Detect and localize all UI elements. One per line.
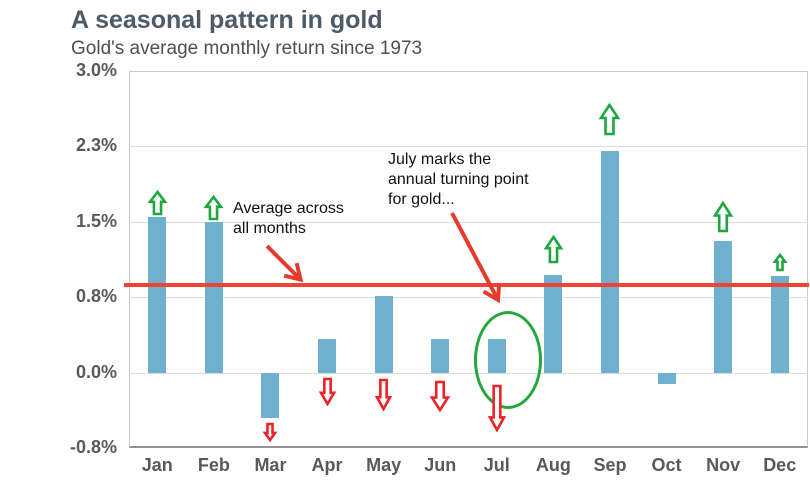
- x-tick-label: Jan: [141, 455, 173, 475]
- up-arrow-icon: [203, 194, 225, 226]
- y-tick-label: 0.0%: [75, 361, 117, 382]
- x-tick-label: Apr: [311, 455, 343, 475]
- gridline: [129, 146, 808, 148]
- chart-subtitle: Gold's average monthly return since 1973: [71, 38, 423, 59]
- y-tick-label: 3.0%: [75, 60, 117, 80]
- chart-title: A seasonal pattern in gold: [71, 6, 383, 34]
- x-tick-label: Dec: [763, 455, 797, 475]
- x-tick-label: Jul: [483, 455, 510, 475]
- down-arrow-icon: [262, 422, 278, 447]
- gridline: [129, 372, 808, 374]
- x-tick-label: Nov: [706, 455, 741, 475]
- plot-area: [129, 71, 808, 448]
- x-tick-label: Oct: [651, 455, 682, 475]
- july-annotation-line3: for gold...: [388, 191, 455, 208]
- july-annotation: July marks the annual turning point for …: [388, 150, 529, 210]
- gridline: [129, 297, 808, 299]
- y-tick-label: 2.3%: [75, 135, 117, 156]
- bar-oct: [657, 372, 676, 384]
- x-tick-label: Jun: [424, 455, 457, 475]
- july-annotation-line2: annual turning point: [388, 171, 529, 188]
- down-arrow-icon: [374, 378, 393, 416]
- bar-aug: [544, 275, 563, 373]
- july-annotation-line1: July marks the: [388, 151, 492, 168]
- x-tick-label: Feb: [197, 455, 230, 475]
- up-arrow-icon: [543, 234, 564, 269]
- up-arrow-icon: [598, 103, 621, 141]
- bar-feb: [204, 221, 223, 373]
- bar-sep: [600, 151, 619, 373]
- bar-dec: [770, 276, 789, 373]
- bar-apr: [318, 339, 337, 373]
- y-tick-label: 1.5%: [75, 210, 117, 231]
- x-tick-label: Aug: [535, 455, 571, 475]
- bar-mar: [261, 372, 280, 418]
- bar-may: [374, 296, 393, 373]
- average-annotation: Average across all months: [233, 199, 344, 239]
- bar-nov: [714, 240, 733, 373]
- y-tick-label: 0.8%: [75, 286, 117, 307]
- down-arrow-icon: [487, 384, 507, 437]
- y-tick-label: -0.8%: [69, 437, 117, 457]
- bar-jun: [431, 339, 450, 373]
- average-line: [124, 283, 809, 288]
- gridline: [129, 221, 808, 223]
- x-tick-label: Sep: [593, 455, 627, 475]
- average-annotation-line1: Average across: [233, 200, 344, 217]
- down-arrow-icon: [318, 377, 337, 411]
- bar-jan: [148, 216, 167, 373]
- up-arrow-icon: [147, 189, 168, 221]
- average-annotation-line2: all months: [233, 220, 306, 237]
- x-tick-label: Mar: [254, 455, 287, 475]
- up-arrow-icon: [712, 200, 734, 238]
- x-tick-label: May: [366, 455, 402, 475]
- up-arrow-icon: [772, 252, 788, 277]
- july-highlight-ellipse: [473, 311, 542, 409]
- down-arrow-icon: [429, 380, 451, 417]
